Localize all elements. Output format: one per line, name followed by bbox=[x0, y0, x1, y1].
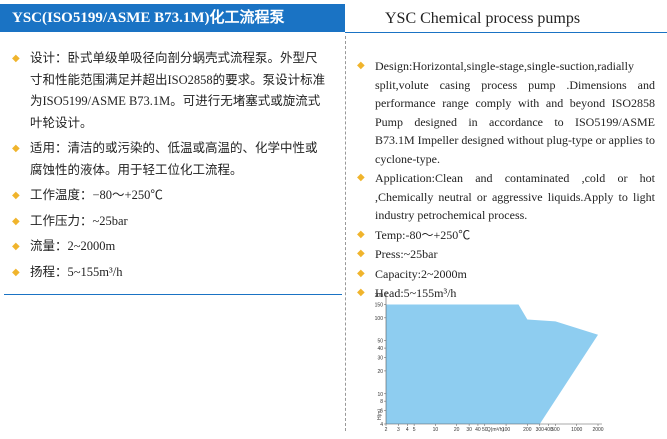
title-cn: YSC(ISO5199/ASME B73.1M)化工流程泵 bbox=[0, 4, 345, 32]
y-tick-label: 200 bbox=[375, 293, 384, 299]
y-tick-label: 150 bbox=[375, 302, 384, 308]
y-tick-label: 40 bbox=[377, 346, 383, 352]
bullet-item: 工作温度：−80〜+250℃ bbox=[10, 185, 328, 207]
x-tick-label: 400 bbox=[544, 427, 553, 433]
bullet-item: 适用：清洁的或污染的、低温或高温的、化学中性或腐蚀性的液体。用于轻工位化工流程。 bbox=[10, 138, 328, 181]
bullet-item: 扬程：5~155m³/h bbox=[10, 262, 328, 284]
bullet-item: Temp:-80〜+250℃ bbox=[355, 226, 655, 245]
x-tick-label: 100 bbox=[502, 427, 511, 433]
x-tick-label: 300 bbox=[536, 427, 545, 433]
y-axis-label: H(m) bbox=[377, 409, 383, 420]
x-tick-label: 4 bbox=[406, 427, 409, 433]
x-tick-label: 5 bbox=[413, 427, 416, 433]
y-tick-label: 10 bbox=[377, 392, 383, 398]
x-tick-label: 200 bbox=[523, 427, 532, 433]
y-tick-label: 6 bbox=[380, 409, 383, 415]
bullet-item: Press:~25bar bbox=[355, 245, 655, 264]
y-tick-label: 8 bbox=[380, 399, 383, 405]
left-panel bbox=[4, 36, 342, 295]
area bbox=[386, 304, 598, 424]
left-column: 设计：卧式单级单吸径向剖分蜗壳式流程泵。外型尺寸和性能范围满足并超出ISO285… bbox=[10, 48, 328, 287]
x-tick-label: 2 bbox=[385, 427, 388, 433]
y-tick-label: 20 bbox=[377, 369, 383, 375]
bullet-item: Design:Horizontal,single-stage,single-su… bbox=[355, 57, 655, 168]
right-column: Design:Horizontal,single-stage,single-su… bbox=[355, 57, 655, 304]
y-tick-label: 30 bbox=[377, 356, 383, 362]
y-tick-label: 100 bbox=[375, 316, 384, 322]
x-tick-label: 40 bbox=[475, 427, 481, 433]
bullet-item: Head:5~155m³/h bbox=[355, 284, 655, 303]
bullet-item: 设计：卧式单级单吸径向剖分蜗壳式流程泵。外型尺寸和性能范围满足并超出ISO285… bbox=[10, 48, 328, 134]
title-en: YSC Chemical process pumps bbox=[385, 10, 581, 27]
bullet-item: Capacity:2~2000m bbox=[355, 265, 655, 284]
bullet-item: Application:Clean and contaminated ,cold… bbox=[355, 169, 655, 225]
x-tick-label: 2000 bbox=[592, 427, 603, 433]
x-tick-label: 1000 bbox=[571, 427, 582, 433]
bullet-item: 工作压力：~25bar bbox=[10, 211, 328, 233]
x-tick-label: 500 bbox=[551, 427, 560, 433]
x-tick-label: 3 bbox=[397, 427, 400, 433]
y-tick-label: 4 bbox=[380, 422, 383, 428]
x-tick-label: 20 bbox=[454, 427, 460, 433]
x-axis-label: Q(m³/h) bbox=[487, 427, 505, 433]
x-tick-label: 10 bbox=[433, 427, 439, 433]
x-tick-label: 50 bbox=[482, 427, 488, 433]
bullet-item: 流量：2~2000m bbox=[10, 236, 328, 258]
x-tick-label: 30 bbox=[466, 427, 472, 433]
y-tick-label: 50 bbox=[377, 339, 383, 345]
divider bbox=[345, 36, 346, 431]
header-rule bbox=[345, 4, 667, 33]
